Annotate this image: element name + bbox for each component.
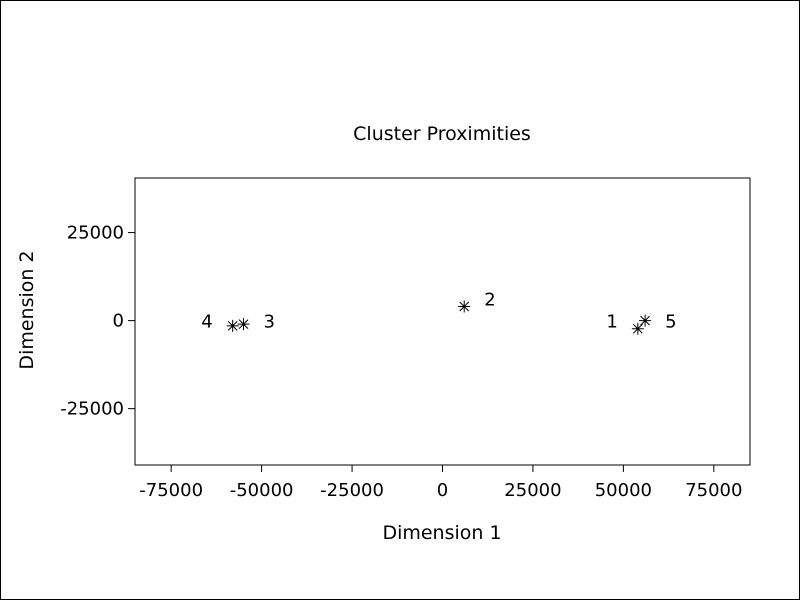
point-label: 5 [665,312,676,333]
x-tick-label: 25000 [504,480,561,501]
plot-area [134,177,751,466]
y-axis-label: Dimension 2 [16,250,38,369]
x-tick-label: -50000 [230,480,294,501]
point-label: 4 [201,312,212,333]
data-point: 5 [639,312,677,333]
x-tick-label: 0 [437,480,448,501]
x-axis-label: Dimension 1 [382,522,501,544]
y-tick-label: -25000 [60,399,124,420]
x-tick-label: 50000 [595,480,652,501]
asterisk-marker [237,318,250,331]
chart-title: Cluster Proximities [353,123,531,145]
y-tick-label: 0 [113,311,124,332]
x-tick-label: -75000 [139,480,203,501]
y-axis: -25000 0 25000 [60,223,135,420]
asterisk-marker [631,322,644,335]
x-axis: -75000 -50000 -25000 0 25000 50000 75000 [139,465,742,501]
data-point: 1 [606,312,644,335]
y-tick-label: 25000 [67,223,124,244]
data-point: 4 [201,312,239,333]
x-tick-label: 75000 [685,480,742,501]
asterisk-marker [639,314,652,327]
data-points: 1 2 3 4 5 [201,290,677,335]
x-tick-label: -25000 [320,480,384,501]
data-point: 3 [237,312,275,333]
point-label: 1 [606,312,617,333]
point-label: 2 [484,290,495,311]
asterisk-marker [458,300,471,313]
data-point: 2 [458,290,496,313]
point-label: 3 [264,312,275,333]
asterisk-marker [226,319,239,332]
